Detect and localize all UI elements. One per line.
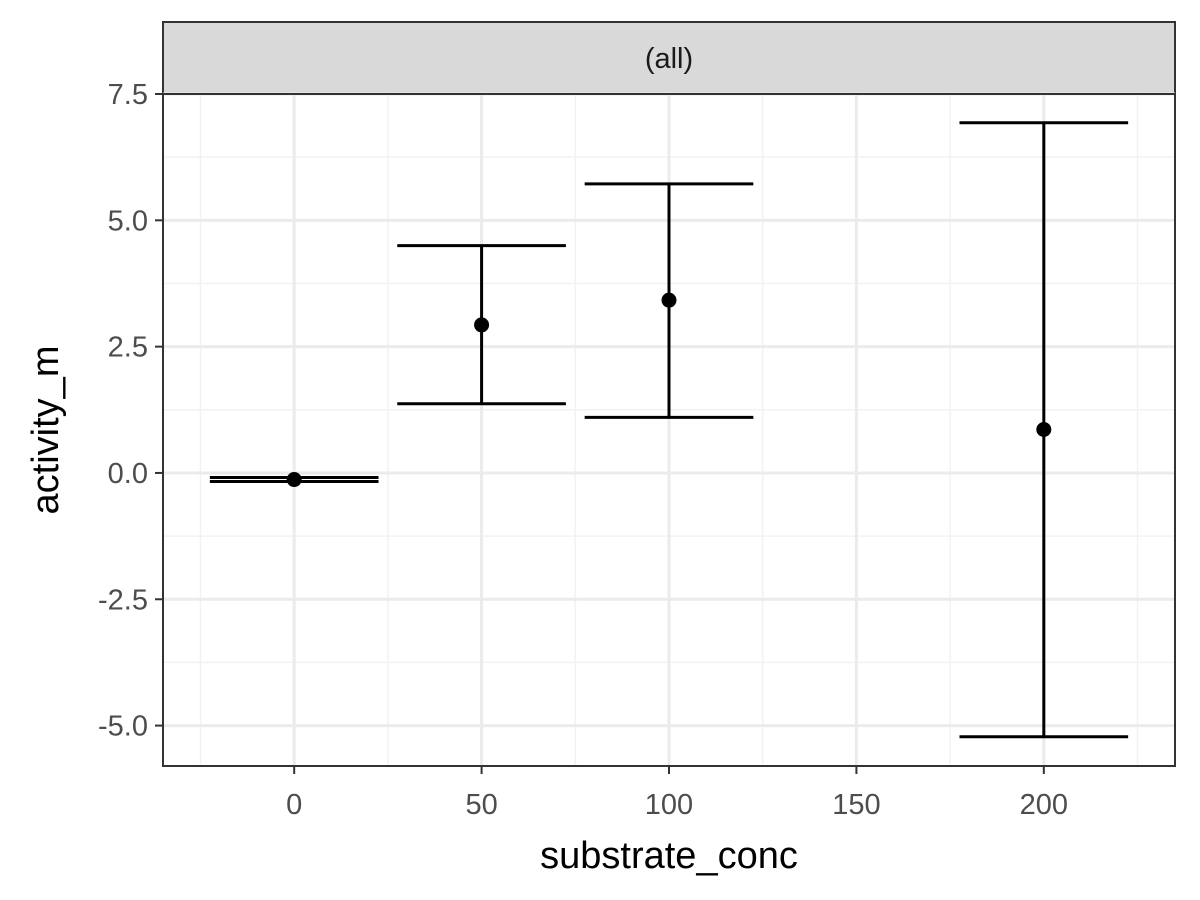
data-point bbox=[661, 292, 677, 308]
x-tick-label: 0 bbox=[286, 789, 302, 821]
data-point bbox=[1036, 421, 1052, 437]
y-tick-label: 0.0 bbox=[108, 458, 148, 490]
x-tick-label: 150 bbox=[832, 789, 880, 821]
x-axis-title: substrate_conc bbox=[540, 835, 798, 877]
y-tick-label: 2.5 bbox=[108, 332, 148, 364]
y-tick-label: 7.5 bbox=[108, 79, 148, 111]
errorbar-group bbox=[397, 244, 566, 406]
errorbar-group bbox=[209, 472, 379, 488]
y-tick-label: -2.5 bbox=[98, 584, 148, 616]
y-axis: -5.0 -2.5 0.0 2.5 5.0 7.5 bbox=[98, 79, 163, 743]
x-tick-label: 50 bbox=[465, 789, 497, 821]
facet-strip bbox=[162, 21, 1176, 95]
data-marks bbox=[209, 121, 1129, 739]
y-tick-label: 5.0 bbox=[108, 205, 148, 237]
y-axis-title: activity_m bbox=[25, 346, 67, 515]
errorbar-group bbox=[584, 182, 754, 419]
facet-strip-label: (all) bbox=[645, 43, 693, 75]
data-point bbox=[474, 317, 490, 333]
x-tick-label: 200 bbox=[1020, 789, 1068, 821]
y-tick-label: -5.0 bbox=[98, 711, 148, 743]
x-axis: 0 50 100 150 200 bbox=[286, 766, 1068, 821]
x-tick-label: 100 bbox=[645, 789, 693, 821]
data-point bbox=[286, 472, 302, 488]
errorbar-group bbox=[959, 121, 1129, 739]
